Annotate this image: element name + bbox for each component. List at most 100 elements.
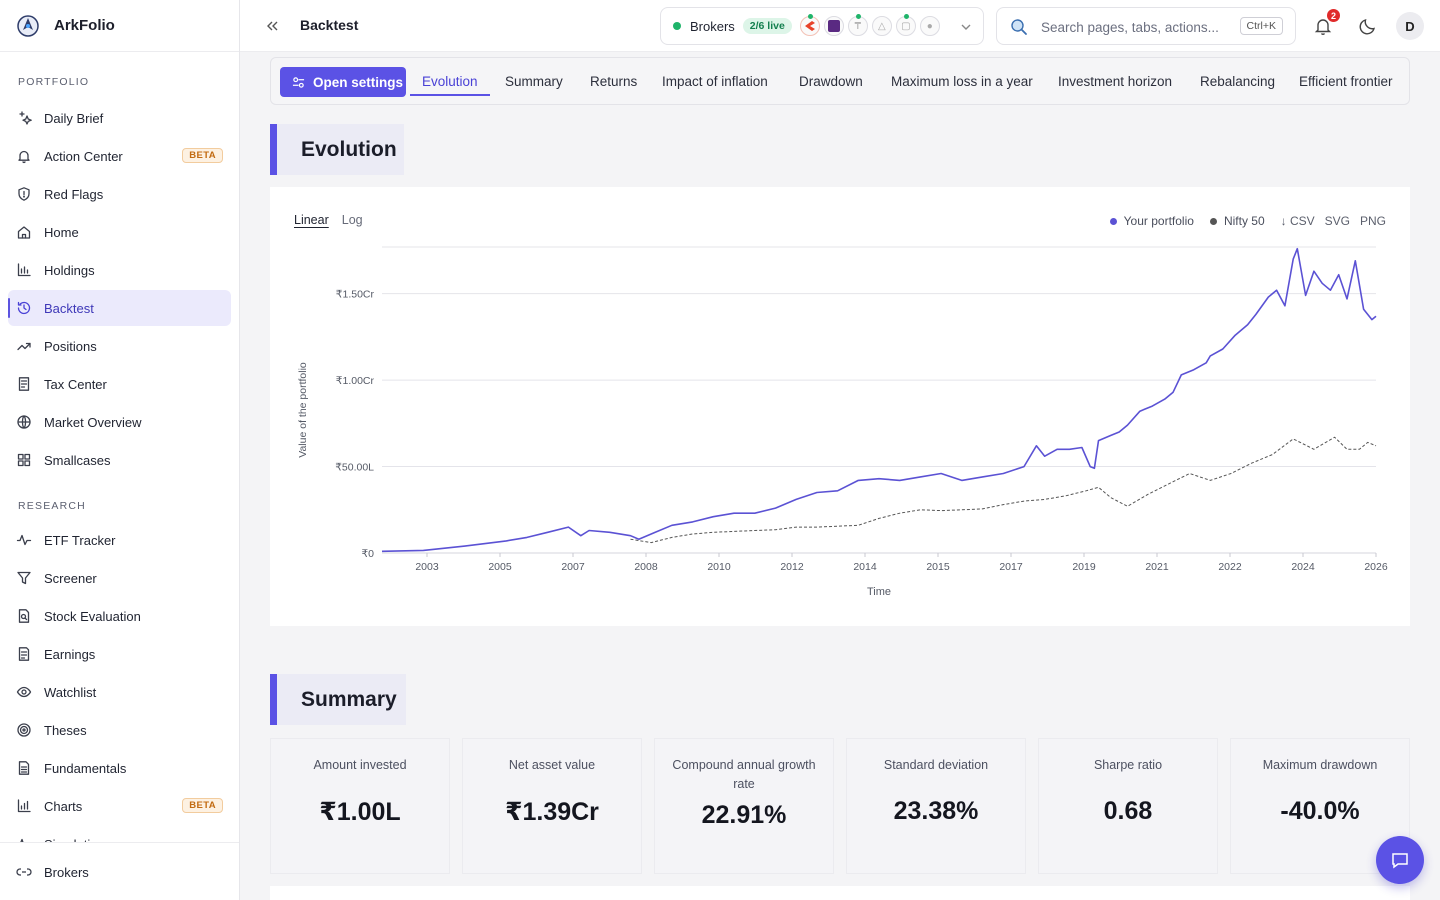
app-name: ArkFolio xyxy=(54,17,115,34)
stat-value: 23.38% xyxy=(893,797,979,825)
sidebar-item-positions[interactable]: Positions xyxy=(8,328,231,364)
series-line-portfolio xyxy=(381,247,1377,553)
x-tick-label: 2005 xyxy=(488,561,512,573)
broker-logo-icon xyxy=(799,14,820,36)
sidebar-item-simulations[interactable]: Simulations xyxy=(8,826,231,842)
stat-label: Sharpe ratio xyxy=(1093,758,1163,772)
live-status-dot xyxy=(673,22,681,30)
y-tick-label: ₹50.00L xyxy=(335,462,374,474)
stat-label: Compound annual growth rate xyxy=(672,758,816,791)
tab-efficient-frontier[interactable]: Efficient frontier xyxy=(1299,73,1393,89)
open-settings-button[interactable]: Open settings xyxy=(280,67,406,97)
section-label-portfolio: PORTFOLIO xyxy=(18,76,90,88)
y-tick-label: ₹1.50Cr xyxy=(336,289,375,301)
eye-icon xyxy=(16,684,32,700)
legend-dot xyxy=(1109,217,1117,225)
sidebar-item-label: Daily Brief xyxy=(44,110,104,126)
scale-linear-button[interactable]: Linear xyxy=(294,213,329,227)
bar-chart-icon xyxy=(16,262,32,278)
search-box[interactable]: Ctrl+K xyxy=(996,7,1296,45)
x-tick-label: 2017 xyxy=(999,561,1023,573)
download-png-button[interactable]: PNG xyxy=(1359,214,1386,228)
download-svg-button[interactable]: SVG xyxy=(1324,214,1350,228)
sidebar-item-label: Positions xyxy=(44,338,97,354)
scale-log-button[interactable]: Log xyxy=(341,213,363,227)
sidebar-item-theses[interactable]: Theses xyxy=(8,712,231,748)
sidebar-item-stock-evaluation[interactable]: Stock Evaluation xyxy=(8,598,231,634)
arkfolio-logo-icon xyxy=(17,14,39,37)
settings-sliders-icon xyxy=(292,76,305,88)
sidebar-item-fundamentals[interactable]: Fundamentals xyxy=(8,750,231,786)
shield-icon xyxy=(16,186,32,202)
tab-returns[interactable]: Returns xyxy=(590,73,638,89)
collapse-sidebar-icon[interactable] xyxy=(262,16,282,36)
sidebar-item-label: Screener xyxy=(44,570,97,586)
evolution-chart-card: Linear Log Your portfolio Nifty 50 ↓ CSV… xyxy=(270,187,1410,626)
sidebar-item-label: Tax Center xyxy=(44,376,107,392)
x-tick-label: 2014 xyxy=(853,561,877,573)
sidebar-item-label: Theses xyxy=(44,722,87,738)
sidebar-item-market-overview[interactable]: Market Overview xyxy=(8,404,231,440)
evolution-heading: Evolution xyxy=(270,124,404,175)
beta-badge: BETA xyxy=(182,148,223,163)
sidebar-item-tax-center[interactable]: Tax Center xyxy=(8,366,231,402)
user-avatar[interactable]: D xyxy=(1396,12,1424,40)
tab-evolution[interactable]: Evolution xyxy=(410,58,490,104)
sidebar-item-label: ETF Tracker xyxy=(44,532,116,548)
stat-card-compound-annual-growth-rate: Compound annual growth rate 22.91% xyxy=(654,738,834,874)
chat-button[interactable] xyxy=(1376,836,1424,884)
sidebar-item-earnings[interactable]: Earnings xyxy=(8,636,231,672)
sidebar-item-home[interactable]: Home xyxy=(8,214,231,250)
chevron-down-icon xyxy=(961,24,971,30)
sidebar-item-label: Watchlist xyxy=(44,684,97,700)
sidebar-item-backtest[interactable]: Backtest xyxy=(8,290,231,326)
sidebar-item-charts[interactable]: Charts BETA xyxy=(8,788,231,824)
tab-investment-horizon[interactable]: Investment horizon xyxy=(1058,73,1173,89)
backtest-tabs: Open settings Evolution Summary Returns Imp… xyxy=(270,57,1410,105)
tab-drawdown[interactable]: Drawdown xyxy=(799,73,863,89)
x-tick-label: 2008 xyxy=(634,561,658,573)
summary-heading: Summary xyxy=(270,674,406,725)
search-shortcut: Ctrl+K xyxy=(1239,17,1283,35)
evolution-line-chart: ₹0 ₹50.00L ₹1.00Cr ₹1.50Cr 2003 2005 2007 2008 2… xyxy=(297,246,1388,598)
sidebar-item-label: Market Overview xyxy=(44,414,142,430)
beta-badge: BETA xyxy=(182,798,223,813)
sidebar-item-action-center[interactable]: Action Center BETA xyxy=(8,138,231,174)
sidebar-item-label: Smallcases xyxy=(44,452,111,468)
tab-impact-of-inflation[interactable]: Impact of inflation xyxy=(662,73,768,89)
download-csv-button[interactable]: ↓ CSV xyxy=(1280,214,1315,228)
sidebar-item-screener[interactable]: Screener xyxy=(8,560,231,596)
brand[interactable]: ArkFolio xyxy=(0,0,239,52)
next-section-edge xyxy=(270,886,1410,900)
legend-item-nifty[interactable]: Nifty 50 xyxy=(1209,214,1265,228)
notification-count-badge: 2 xyxy=(1327,9,1340,22)
tab-rebalancing[interactable]: Rebalancing xyxy=(1200,73,1276,89)
sidebar-item-etf-tracker[interactable]: ETF Tracker xyxy=(8,522,231,558)
grid-icon xyxy=(16,452,32,468)
sidebar-item-daily-brief[interactable]: Daily Brief xyxy=(8,100,231,136)
brokers-status-button[interactable]: Brokers 2/6 live ₸ △ ▢ ● xyxy=(660,7,984,45)
link-icon xyxy=(16,864,32,880)
dark-mode-toggle-icon[interactable] xyxy=(1358,16,1378,36)
search-input[interactable] xyxy=(1041,17,1231,37)
sidebar-item-holdings[interactable]: Holdings xyxy=(8,252,231,288)
tab-summary[interactable]: Summary xyxy=(505,73,563,89)
sidebar-item-red-flags[interactable]: Red Flags xyxy=(8,176,231,212)
globe-icon xyxy=(16,414,32,430)
x-tick-label: 2021 xyxy=(1145,561,1169,573)
tab-maximum-loss-in-a-year[interactable]: Maximum loss in a year xyxy=(891,73,1033,89)
sidebar-item-smallcases[interactable]: Smallcases xyxy=(8,442,231,478)
sidebar-item-label: Red Flags xyxy=(44,186,104,202)
sidebar-item-watchlist[interactable]: Watchlist xyxy=(8,674,231,710)
legend-item-portfolio[interactable]: Your portfolio xyxy=(1109,214,1194,228)
y-axis-label: Value of the portfolio xyxy=(297,362,309,458)
notifications-bell-icon[interactable] xyxy=(1313,16,1333,36)
broker-logo-icon: ₸ xyxy=(847,14,868,36)
sparkles-icon xyxy=(16,110,32,126)
sidebar-item-brokers[interactable]: Brokers xyxy=(8,854,231,890)
search-icon xyxy=(1011,19,1027,35)
sidebar-item-label: Stock Evaluation xyxy=(44,608,141,624)
broker-logo-icon: △ xyxy=(871,16,892,36)
document-search-icon xyxy=(16,608,32,624)
sidebar-item-label: Fundamentals xyxy=(44,760,127,776)
